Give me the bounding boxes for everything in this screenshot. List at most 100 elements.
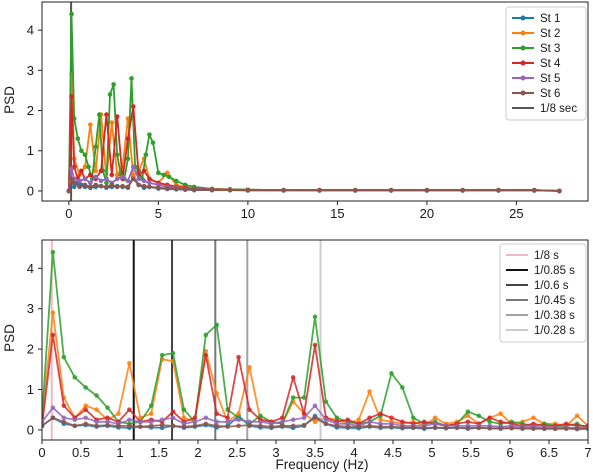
xtick-label-6: 3 [272, 445, 279, 460]
series-3-point-15 [203, 352, 209, 358]
series-1-point-13 [130, 172, 136, 178]
series-4-point-6 [105, 419, 110, 425]
series-5-point-29 [356, 424, 361, 429]
series-2-point-40 [476, 413, 482, 419]
series-5-point-16 [147, 184, 152, 190]
series-4-point-17 [225, 419, 230, 425]
series-5-point-31 [378, 424, 383, 429]
series-5-point-6 [93, 182, 99, 188]
legend-label-0: St 1 [540, 13, 560, 25]
series-5-point-11 [120, 183, 125, 189]
series-4-point-16 [214, 419, 220, 425]
xtick-label-9: 4.5 [384, 445, 402, 460]
plot-area [66, 2, 562, 201]
series-4-point-12 [170, 415, 176, 421]
series-1-point-10 [114, 172, 120, 178]
legend-marker-3 [520, 60, 526, 66]
legend-label-4: 1/0.38 s [534, 310, 575, 322]
series-5-point-4 [83, 421, 88, 427]
series-2-point-8 [93, 144, 99, 150]
series-3-point-25 [312, 342, 318, 348]
series-4-point-1 [50, 405, 56, 410]
series-2-point-20 [258, 413, 263, 419]
ytick-label-1: 1 [27, 382, 34, 397]
series-4-point-3 [77, 178, 82, 184]
series-3-point-14 [192, 415, 198, 421]
ytick-label-0: 0 [27, 422, 34, 437]
series-5-point-14 [192, 423, 198, 429]
series-1-point-42 [498, 411, 503, 417]
series-5-point-20 [258, 423, 263, 429]
series-2-point-25 [312, 314, 318, 320]
series-2-point-32 [389, 371, 394, 376]
xtick-label-5: 25 [509, 206, 523, 221]
ytick-label-4: 4 [27, 23, 34, 38]
series-5-point-29 [424, 187, 430, 193]
series-5-point-39 [465, 425, 471, 431]
xtick-label-7: 3.5 [306, 445, 324, 460]
series-3-point-14 [130, 104, 136, 109]
series-2-point-3 [72, 375, 78, 380]
series-3-point-42 [498, 419, 503, 425]
series-2-point-6 [105, 405, 110, 410]
xtick-label-10: 5 [428, 445, 435, 460]
legend-label-1: 1/0.85 s [534, 265, 575, 277]
series-3-point-23 [290, 375, 296, 380]
xtick-label-4: 2 [194, 445, 201, 460]
series-3-point-6 [105, 415, 110, 421]
xtick-label-2: 10 [241, 206, 255, 221]
series-5-point-35 [421, 425, 427, 431]
series-5-point-13 [130, 176, 136, 182]
series-5-point-30 [367, 423, 372, 429]
series-2-point-16 [214, 322, 220, 328]
series-4-point-15 [141, 178, 147, 184]
series-3-point-9 [104, 112, 109, 117]
series-1-point-45 [531, 415, 536, 421]
series-2-point-23 [290, 395, 296, 400]
series-5-point-45 [531, 426, 536, 431]
series-2-point-12 [107, 92, 113, 97]
legend-label-0: 1/8 s [534, 250, 559, 262]
series-4-point-13 [130, 164, 136, 170]
series-4-point-26 [323, 417, 329, 423]
series-3-point-16 [214, 411, 220, 417]
legend-label-2: 1/0.6 s [534, 280, 569, 292]
series-3-point-31 [378, 411, 383, 417]
series-5-point-9 [137, 424, 143, 429]
series-5-point-5 [94, 423, 99, 429]
series-1-point-39 [465, 413, 471, 419]
legend-frame [505, 6, 587, 121]
series-5-point-32 [531, 187, 537, 193]
xtick-label-11: 5.5 [462, 445, 480, 460]
series-2-point-5 [82, 152, 88, 158]
series-5-point-7 [98, 183, 104, 189]
series-1-point-10 [148, 411, 154, 417]
series-4-point-14 [136, 176, 141, 182]
series-1-point-4 [82, 164, 88, 170]
series-2-point-18 [129, 76, 134, 81]
series-5-point-15 [141, 183, 147, 189]
series-3-point-30 [367, 415, 372, 421]
series-2-point-41 [487, 419, 493, 425]
legend-marker-4 [520, 75, 526, 81]
bottom-ylabel: PSD [2, 324, 17, 352]
series-3-point-4 [83, 407, 88, 412]
series-5-point-23 [290, 423, 296, 429]
series-5-point-26 [323, 421, 329, 427]
series-5-point-10 [148, 423, 154, 429]
series-2-point-13 [111, 82, 116, 87]
series-1-point-30 [367, 389, 372, 394]
series-5-point-12 [170, 423, 176, 429]
series-5-point-12 [125, 184, 131, 190]
series-3-point-39 [465, 419, 471, 425]
series-2-point-27 [166, 174, 172, 180]
ytick-label-4: 4 [27, 261, 34, 276]
series-3-point-11 [114, 114, 120, 119]
series-2-point-12 [170, 350, 176, 356]
series-2-point-11 [104, 180, 109, 186]
series-5-point-27 [334, 423, 340, 429]
series-5-point-27 [352, 187, 358, 193]
series-5-point-10 [114, 184, 120, 190]
series-2-point-27 [334, 415, 340, 421]
series-4-point-24 [301, 415, 307, 421]
